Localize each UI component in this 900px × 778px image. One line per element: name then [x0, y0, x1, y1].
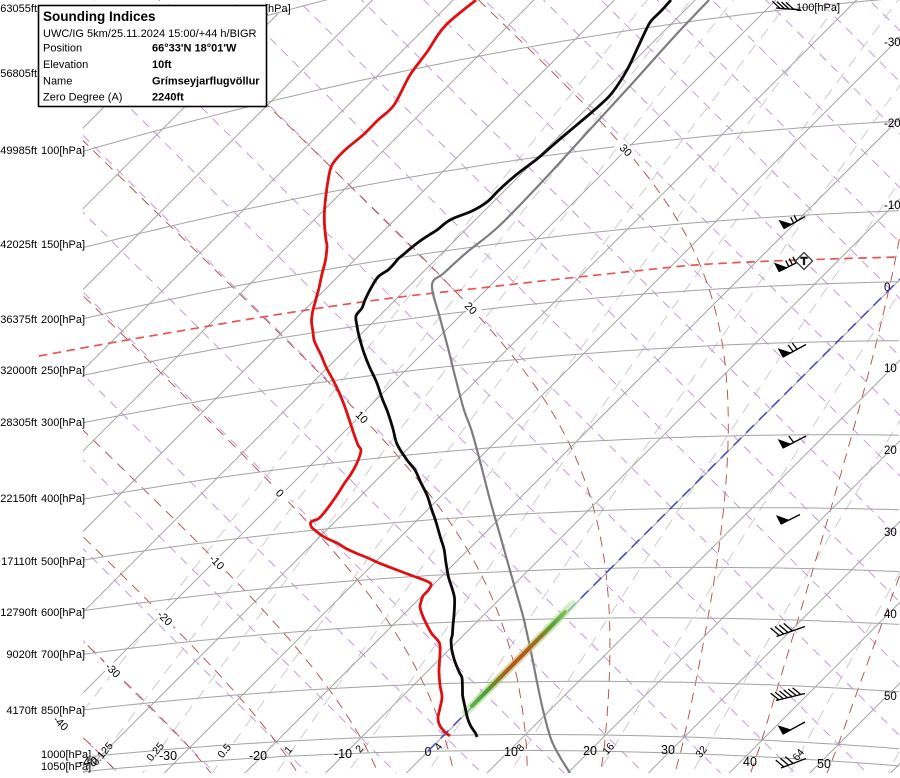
- svg-text:-20: -20: [884, 118, 900, 130]
- svg-text:-10: -10: [334, 747, 352, 761]
- svg-text:4170ft: 4170ft: [6, 705, 37, 717]
- svg-text:0: 0: [884, 282, 890, 294]
- svg-text:1050[hPa]: 1050[hPa]: [41, 761, 91, 773]
- svg-text:400[hPa]: 400[hPa]: [41, 493, 85, 505]
- svg-text:Elevation: Elevation: [43, 59, 88, 71]
- svg-text:10: 10: [884, 363, 897, 375]
- svg-text:20: 20: [583, 744, 597, 758]
- svg-text:28305ft: 28305ft: [0, 417, 37, 429]
- svg-text:32000ft: 32000ft: [0, 365, 37, 377]
- svg-text:-10: -10: [884, 200, 900, 212]
- svg-text:22150ft: 22150ft: [0, 493, 37, 505]
- svg-text:40: 40: [743, 755, 757, 769]
- svg-text:49985ft: 49985ft: [0, 145, 37, 157]
- svg-text:Grímseyjarflugvöllur: Grímseyjarflugvöllur: [152, 76, 260, 88]
- svg-text:12790ft: 12790ft: [0, 607, 37, 619]
- svg-text:150[hPa]: 150[hPa]: [41, 239, 85, 251]
- svg-text:10ft: 10ft: [152, 59, 172, 71]
- svg-text:30: 30: [661, 743, 675, 757]
- svg-text:40: 40: [884, 609, 897, 621]
- svg-text:0: 0: [425, 745, 432, 759]
- svg-text:30: 30: [884, 527, 897, 539]
- svg-text:-40: -40: [79, 755, 97, 769]
- svg-text:-30: -30: [884, 37, 900, 49]
- svg-text:300[hPa]: 300[hPa]: [41, 417, 85, 429]
- svg-text:56805ft: 56805ft: [0, 68, 37, 80]
- svg-text:250[hPa]: 250[hPa]: [41, 365, 85, 377]
- svg-text:1000[hPa]: 1000[hPa]: [41, 749, 91, 761]
- svg-text:Name: Name: [43, 76, 72, 88]
- svg-text:2240ft: 2240ft: [152, 92, 184, 104]
- svg-text:[hPa]: [hPa]: [265, 3, 291, 15]
- svg-text:66°33'N 18°01'W: 66°33'N 18°01'W: [152, 43, 237, 55]
- svg-text:20: 20: [884, 445, 897, 457]
- svg-text:UWC/IG 5km/25.11.2024 15:00/+4: UWC/IG 5km/25.11.2024 15:00/+44 h/BIGR: [43, 28, 257, 40]
- svg-text:100[hPa]: 100[hPa]: [796, 2, 840, 14]
- svg-text:17110ft: 17110ft: [1, 556, 37, 568]
- svg-text:Position: Position: [43, 43, 82, 55]
- svg-text:50: 50: [884, 691, 897, 703]
- svg-text:42025ft: 42025ft: [0, 239, 37, 251]
- svg-text:50: 50: [817, 757, 831, 771]
- svg-text:100[hPa]: 100[hPa]: [41, 145, 85, 157]
- svg-text:36375ft: 36375ft: [0, 314, 37, 326]
- svg-text:63055ft: 63055ft: [0, 3, 37, 15]
- svg-text:600[hPa]: 600[hPa]: [41, 607, 85, 619]
- svg-text:Zero Degree (A): Zero Degree (A): [43, 92, 122, 104]
- svg-text:-20: -20: [249, 749, 267, 763]
- svg-text:Sounding Indices: Sounding Indices: [43, 9, 156, 24]
- svg-text:500[hPa]: 500[hPa]: [41, 556, 85, 568]
- svg-text:700[hPa]: 700[hPa]: [41, 649, 85, 661]
- svg-text:850[hPa]: 850[hPa]: [41, 705, 85, 717]
- svg-text:9020ft: 9020ft: [6, 649, 37, 661]
- svg-text:10: 10: [504, 745, 518, 759]
- svg-text:200[hPa]: 200[hPa]: [41, 314, 85, 326]
- svg-text:-30: -30: [159, 749, 177, 763]
